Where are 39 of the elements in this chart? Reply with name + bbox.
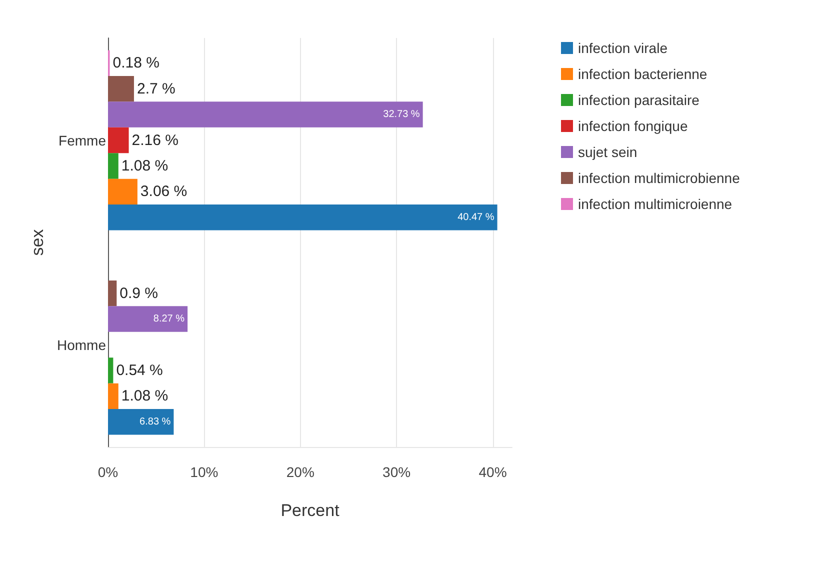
- legend-label: infection fongique: [578, 118, 688, 134]
- bar: [108, 280, 117, 306]
- bar: [108, 204, 498, 230]
- legend-label: infection multimicroienne: [578, 196, 732, 212]
- x-tick-label: 0%: [98, 464, 118, 480]
- bar: [108, 306, 188, 332]
- x-tick-label: 40%: [478, 464, 507, 480]
- data-label: 3.06 %: [140, 183, 188, 200]
- legend-label: sujet sein: [578, 144, 638, 160]
- bar: [108, 358, 114, 384]
- bar: [108, 127, 129, 154]
- bar: [108, 383, 118, 410]
- x-tick-label: 30%: [382, 464, 411, 480]
- data-label: 1.08 %: [121, 388, 168, 405]
- legend-label: infection virale: [578, 40, 668, 56]
- x-axis-title: Percent: [280, 501, 340, 520]
- y-axis-title: sex: [28, 228, 47, 256]
- bar: [108, 102, 423, 128]
- bar: [108, 76, 134, 102]
- y-tick-label: Femme: [58, 132, 106, 148]
- data-label: 6.83 %: [140, 416, 171, 428]
- legend-label: infection multimicrobienne: [578, 170, 740, 186]
- data-label: 1.08 %: [121, 157, 168, 174]
- x-tick-label: 10%: [190, 464, 218, 480]
- x-tick-label: 20%: [286, 464, 314, 480]
- bar: [108, 153, 118, 179]
- data-label: 0.54 %: [116, 362, 163, 379]
- data-label: 2.16 %: [132, 132, 178, 149]
- data-label: 0.18 %: [112, 54, 160, 72]
- y-tick-label: Homme: [56, 336, 106, 353]
- data-label: 0.9 %: [120, 284, 158, 302]
- bar: [108, 178, 138, 205]
- legend-label: infection parasitaire: [578, 92, 700, 108]
- legend-label: infection bacterienne: [578, 66, 708, 82]
- data-label: 40.47 %: [458, 212, 494, 223]
- data-label: 2.7 %: [136, 80, 176, 98]
- data-label: 8.27 %: [153, 314, 185, 325]
- bar: [108, 409, 174, 435]
- data-label: 32.73 %: [383, 109, 420, 120]
